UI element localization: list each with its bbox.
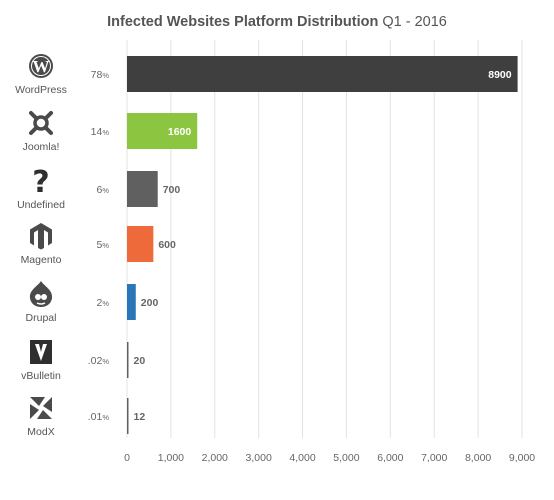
percent-value: 78	[91, 69, 103, 81]
x-tick-label: 5,000	[333, 452, 359, 464]
percent-sign: %	[102, 413, 109, 422]
svg-text:W: W	[33, 57, 50, 76]
x-axis-ticks: 0 1,000 2,000 3,000 4,000 5,000 6,000 7,000 8,00…	[124, 452, 535, 464]
percent-sign: %	[102, 186, 109, 195]
x-tick-label: 8,000	[465, 452, 491, 464]
wordpress-icon: W	[29, 54, 53, 78]
x-tick-label: 2,000	[202, 452, 228, 464]
platform-label: vBulletin	[21, 370, 61, 382]
percent-value: 14	[91, 126, 103, 138]
x-tick-label: 3,000	[246, 452, 272, 464]
percent-labels: 78%14%6%5%2%.02%.01%	[88, 69, 110, 423]
drupal-icon	[29, 281, 53, 307]
platform-icons: W?	[29, 54, 53, 419]
percent-value: 2	[96, 297, 102, 309]
chart-title: Infected Websites Platform Distribution …	[0, 14, 554, 30]
svg-text:?: ?	[32, 165, 49, 200]
modx-icon	[30, 397, 52, 419]
percent-value: 5	[96, 239, 102, 251]
magento-icon	[30, 223, 52, 250]
percent-value: 6	[96, 184, 102, 196]
x-tick-label: 9,000	[509, 452, 535, 464]
platform-label: ModX	[27, 426, 54, 438]
platform-label: Magento	[21, 254, 62, 266]
percent-sign: %	[102, 71, 109, 80]
bar-undefined	[127, 171, 158, 207]
bar-wordpress	[127, 56, 518, 92]
platform-label: WordPress	[15, 84, 67, 96]
bar-magento	[127, 226, 154, 262]
value-label: 600	[158, 239, 176, 251]
percent-sign: %	[102, 241, 109, 250]
percent-value: .02	[88, 355, 103, 367]
value-label: 200	[141, 297, 159, 309]
bar-joomla	[127, 113, 198, 149]
percent-label: 6%	[96, 184, 109, 196]
bars	[127, 56, 518, 434]
bar-modx	[127, 398, 129, 434]
chart-subtitle: Q1 - 2016	[382, 14, 447, 30]
percent-label: .01%	[88, 411, 110, 423]
x-tick-label: 7,000	[421, 452, 447, 464]
platform-label: Undefined	[17, 199, 65, 211]
percent-sign: %	[102, 357, 109, 366]
platform-label: Joomla!	[23, 141, 60, 153]
x-tick-label: 4,000	[289, 452, 315, 464]
bar-vbulletin	[127, 342, 129, 378]
percent-label: 2%	[96, 297, 109, 309]
percent-sign: %	[102, 299, 109, 308]
x-tick-label: 1,000	[158, 452, 184, 464]
percent-label: 14%	[91, 126, 110, 138]
question-mark-icon: ?	[32, 165, 49, 200]
platform-label: Drupal	[26, 312, 57, 324]
bar-drupal	[127, 284, 136, 320]
vbulletin-icon	[30, 340, 52, 364]
percent-value: .01	[88, 411, 103, 423]
value-label: 12	[134, 411, 146, 423]
value-label: 1600	[168, 126, 192, 138]
joomla-icon	[29, 111, 53, 135]
percent-label: .02%	[88, 355, 110, 367]
percent-label: 78%	[91, 69, 110, 81]
chart-title-main: Infected Websites Platform Distribution	[107, 14, 379, 30]
x-tick-label: 6,000	[377, 452, 403, 464]
value-label: 8900	[488, 69, 512, 81]
value-label: 700	[163, 184, 181, 196]
percent-sign: %	[102, 128, 109, 137]
grid-lines	[126, 40, 523, 438]
value-label: 20	[134, 355, 146, 367]
percent-label: 5%	[96, 239, 109, 251]
x-tick-label: 0	[124, 452, 130, 464]
value-labels: 8900 1600 700 600 200 20 12	[134, 69, 512, 423]
platform-labels: WordPress Joomla! Undefined Magento Drupal vB…	[15, 84, 67, 438]
